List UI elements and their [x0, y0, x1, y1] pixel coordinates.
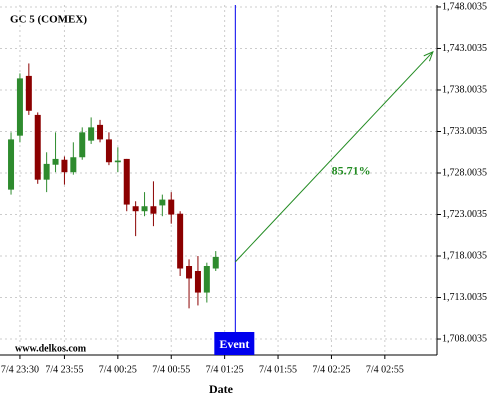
candle-body [88, 127, 95, 141]
candle-body [177, 213, 184, 269]
candle-body [43, 163, 50, 180]
projection-label: 85.71% [332, 164, 371, 178]
candle-body [25, 75, 32, 111]
x-tick-label: 7/4 01:55 [259, 364, 297, 375]
candle-body [141, 206, 148, 212]
x-axis-label: Date [209, 382, 234, 396]
event-label: Event [219, 337, 249, 351]
y-tick-label: 1,728.0035 [442, 167, 487, 178]
candle-body [212, 256, 219, 269]
candle-body [194, 270, 201, 293]
x-tick-label: 7/4 23:30 [1, 364, 39, 375]
candle-body [8, 139, 15, 190]
candle-body [186, 266, 193, 279]
x-tick-label: 7/4 00:55 [152, 364, 190, 375]
candle-body [114, 160, 121, 163]
candle-body [79, 132, 86, 158]
watermark: www.delkos.com [15, 343, 87, 354]
x-tick-label: 7/4 00:25 [99, 364, 137, 375]
x-tick-label: 7/4 02:25 [312, 364, 350, 375]
y-tick-label: 1,708.0035 [442, 333, 487, 344]
candle-body [203, 266, 210, 293]
y-tick-label: 1,743.0035 [442, 43, 487, 54]
candle-body [34, 114, 41, 180]
x-tick-label: 7/4 23:55 [45, 364, 83, 375]
chart-title: GC 5 (COMEX) [10, 14, 87, 26]
candle-body [168, 199, 175, 215]
candle-body [16, 78, 23, 136]
y-tick-label: 1,748.0035 [442, 1, 487, 12]
candle-body [123, 158, 130, 205]
x-tick-label: 7/4 02:55 [366, 364, 404, 375]
candle-body [150, 206, 157, 214]
candle-body [52, 158, 59, 165]
candle-body [70, 157, 77, 173]
candle-body [97, 124, 104, 140]
x-tick-label: 7/4 01:25 [206, 364, 244, 375]
y-tick-label: 1,718.0035 [442, 250, 487, 261]
projection-arrow [234, 51, 434, 263]
candle-body [132, 206, 139, 212]
candle-body [159, 199, 166, 206]
y-tick-label: 1,713.0035 [442, 292, 487, 303]
event-box [214, 332, 255, 355]
candle-body [61, 159, 68, 173]
y-tick-label: 1,738.0035 [442, 84, 487, 95]
y-tick-label: 1,733.0035 [442, 126, 487, 137]
candle-body [105, 139, 112, 163]
y-tick-label: 1,723.0035 [442, 209, 487, 220]
arrow-head [423, 50, 434, 62]
